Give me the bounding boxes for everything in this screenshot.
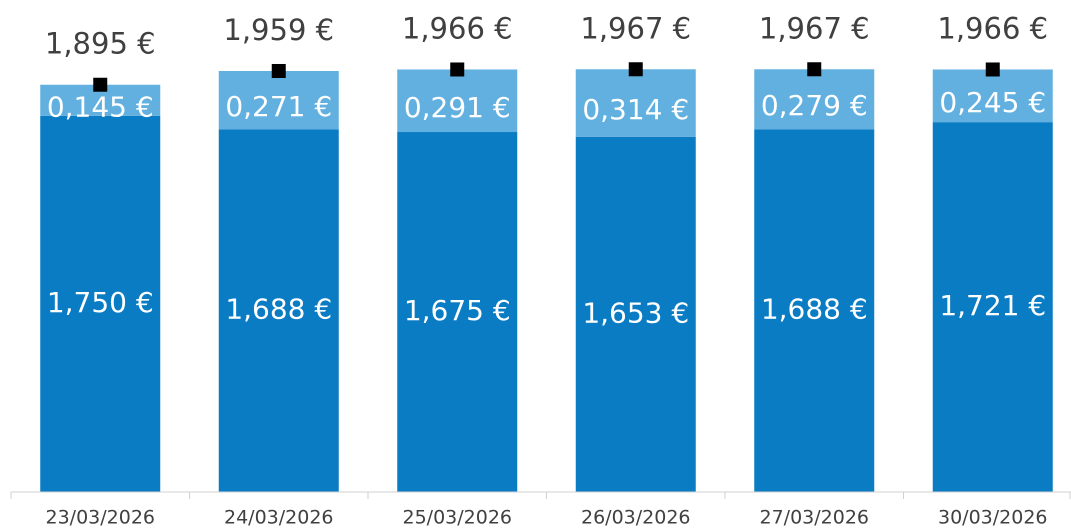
x-tick-label: 27/03/2026	[759, 507, 869, 528]
segment-label: 1,750 €	[47, 286, 154, 319]
total-marker	[628, 62, 643, 77]
total-marker	[93, 77, 108, 92]
segment-label: 0,291 €	[404, 91, 511, 124]
total-label: 1,895 €	[45, 27, 156, 61]
bar-segment	[932, 69, 1053, 123]
bar-segment	[218, 70, 339, 130]
segment-label: 1,688 €	[761, 293, 868, 326]
total-label: 1,966 €	[402, 11, 513, 45]
x-tick-label: 26/03/2026	[581, 507, 691, 528]
x-tick-label: 30/03/2026	[938, 507, 1048, 528]
bar-segment	[754, 69, 875, 130]
segment-label: 0,271 €	[225, 90, 332, 123]
bar-segment	[575, 136, 696, 492]
x-tick-label: 25/03/2026	[402, 507, 512, 528]
x-tick-label: 24/03/2026	[224, 507, 334, 528]
total-label: 1,966 €	[937, 11, 1048, 45]
bar-segment	[754, 129, 875, 492]
bar-segment	[40, 115, 161, 493]
total-marker	[271, 63, 286, 78]
total-marker	[985, 62, 1000, 77]
bar-segment	[575, 69, 696, 137]
bar-segment	[397, 132, 518, 493]
segment-label: 1,653 €	[582, 296, 689, 329]
bar-segment	[932, 122, 1053, 493]
total-marker	[450, 62, 465, 77]
segment-label: 0,279 €	[761, 89, 868, 122]
total-marker	[807, 62, 822, 77]
total-label: 1,967 €	[759, 11, 870, 45]
segment-label: 0,145 €	[47, 90, 154, 123]
segment-label: 0,245 €	[939, 86, 1046, 119]
total-label: 1,959 €	[223, 13, 334, 47]
segment-label: 1,721 €	[939, 289, 1046, 322]
segment-label: 1,688 €	[225, 293, 332, 326]
bar-segment	[218, 129, 339, 492]
segment-label: 1,675 €	[404, 294, 511, 327]
x-tick-label: 23/03/2026	[45, 507, 155, 528]
total-label: 1,967 €	[580, 11, 691, 45]
segment-label: 0,314 €	[582, 93, 689, 126]
bar-segment	[397, 69, 518, 133]
